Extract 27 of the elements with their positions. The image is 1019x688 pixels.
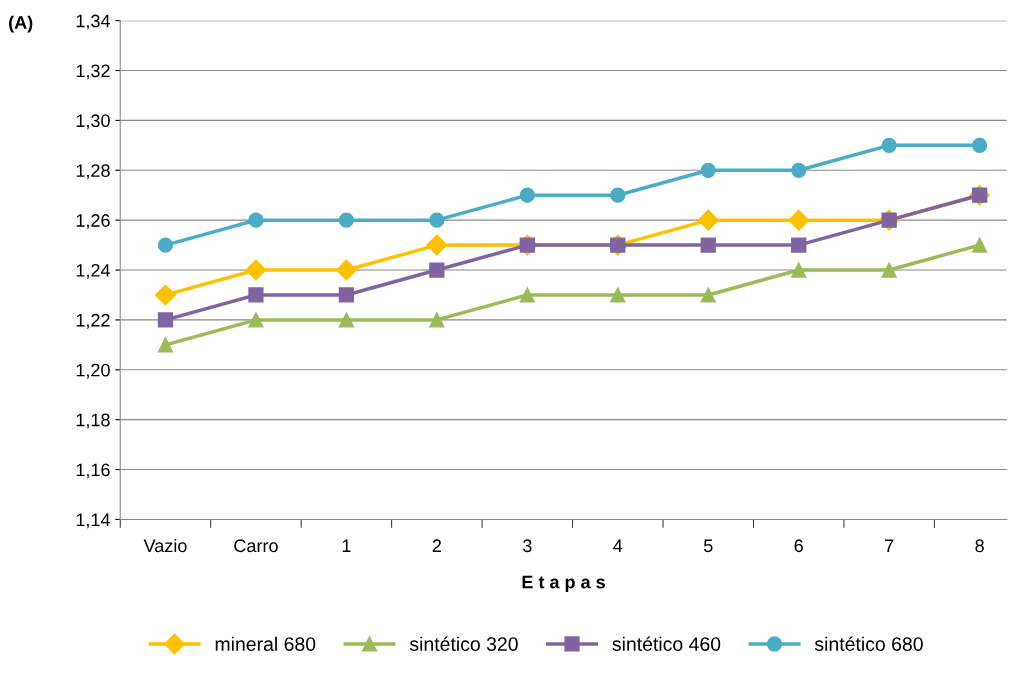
x-tick-label: 7 — [885, 539, 894, 552]
y-tick-label: 1,20 — [76, 363, 110, 379]
y-tick-label: 1,34 — [76, 14, 110, 30]
x-tick-label: Carro — [234, 539, 278, 553]
x-tick-label: Vazio — [143, 538, 187, 553]
y-tick-label: 1,30 — [76, 114, 110, 130]
x-tick-label: 8 — [975, 539, 984, 553]
x-tick-label: 5 — [703, 539, 713, 553]
y-tick-label: 1,18 — [76, 413, 110, 429]
x-tick-label: 2 — [432, 539, 441, 552]
y-tick-label: 1,26 — [76, 214, 110, 230]
legend-label: sintético 460 — [612, 636, 721, 651]
x-tick-label: 3 — [522, 539, 532, 553]
x-axis-title: E t a p a s — [522, 575, 605, 592]
x-tick-label: 1 — [342, 539, 351, 552]
legend-label: sintético 320 — [409, 636, 518, 651]
y-tick-label: 1,22 — [76, 313, 110, 329]
y-tick-label: 1,24 — [76, 263, 110, 279]
y-tick-label: 1,16 — [76, 463, 110, 479]
legend-label: sintético 680 — [814, 636, 923, 651]
y-tick-label: 1,28 — [76, 164, 110, 180]
chart-title: (A) — [9, 15, 33, 33]
y-tick-label: 1,32 — [76, 64, 110, 80]
legend-label: mineral 680 — [215, 636, 316, 651]
x-tick-label: 6 — [794, 539, 803, 553]
x-tick-label: 4 — [613, 539, 623, 552]
y-tick-label: 1,14 — [76, 513, 110, 529]
